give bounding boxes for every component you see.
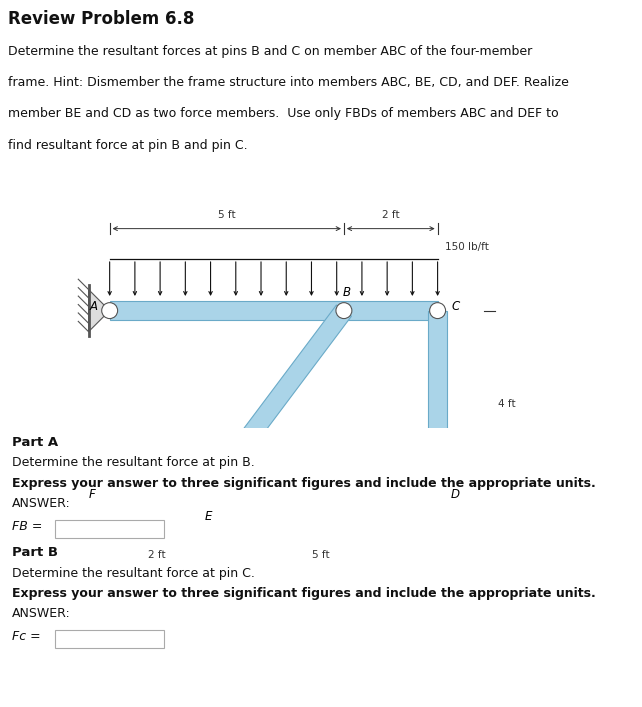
Text: A: A (89, 300, 97, 313)
Circle shape (429, 303, 446, 319)
Text: FB =: FB = (12, 520, 42, 532)
FancyBboxPatch shape (55, 630, 164, 648)
Text: Determine the resultant force at pin B.: Determine the resultant force at pin B. (12, 457, 254, 469)
Text: C: C (451, 300, 460, 313)
Polygon shape (89, 477, 110, 519)
Text: Determine the resultant force at pin C.: Determine the resultant force at pin C. (12, 566, 254, 580)
Text: Express your answer to three significant figures and include the appropriate uni: Express your answer to three significant… (12, 587, 595, 600)
Circle shape (195, 490, 211, 506)
Text: Review Problem 6.8: Review Problem 6.8 (8, 11, 194, 28)
Text: find resultant force at pin B and pin C.: find resultant force at pin B and pin C. (8, 139, 247, 151)
FancyBboxPatch shape (55, 520, 164, 538)
Circle shape (101, 303, 117, 319)
Text: ANSWER:: ANSWER: (12, 607, 71, 620)
Text: Express your answer to three significant figures and include the appropriate uni: Express your answer to three significant… (12, 477, 595, 490)
Text: member BE and CD as two force members.  Use only FBDs of members ABC and DEF to: member BE and CD as two force members. U… (8, 107, 559, 120)
Text: 5 ft: 5 ft (218, 210, 236, 220)
Text: D: D (451, 488, 460, 501)
Text: Fc =: Fc = (12, 630, 40, 643)
Text: 4 ft: 4 ft (498, 399, 515, 409)
Text: 2 ft: 2 ft (382, 210, 399, 220)
Polygon shape (196, 305, 351, 503)
Text: 2 ft: 2 ft (148, 549, 166, 559)
Polygon shape (89, 290, 110, 332)
Text: 5 ft: 5 ft (311, 549, 329, 559)
Text: ANSWER:: ANSWER: (12, 497, 71, 510)
Text: Determine the resultant forces at pins B and C on member ABC of the four-member: Determine the resultant forces at pins B… (8, 45, 532, 58)
Text: Part B: Part B (12, 547, 58, 559)
Circle shape (336, 303, 352, 319)
Polygon shape (428, 310, 447, 498)
Text: B: B (342, 286, 351, 299)
Text: frame. Hint: Dismember the frame structure into members ABC, BE, CD, and DEF. Re: frame. Hint: Dismember the frame structu… (8, 76, 569, 89)
Polygon shape (110, 489, 438, 508)
Text: 150 lb/ft: 150 lb/ft (445, 243, 489, 252)
Polygon shape (110, 301, 438, 320)
Circle shape (429, 490, 446, 506)
Circle shape (101, 490, 117, 506)
Text: E: E (204, 510, 212, 523)
Text: Part A: Part A (12, 436, 58, 449)
Text: F: F (89, 488, 95, 501)
